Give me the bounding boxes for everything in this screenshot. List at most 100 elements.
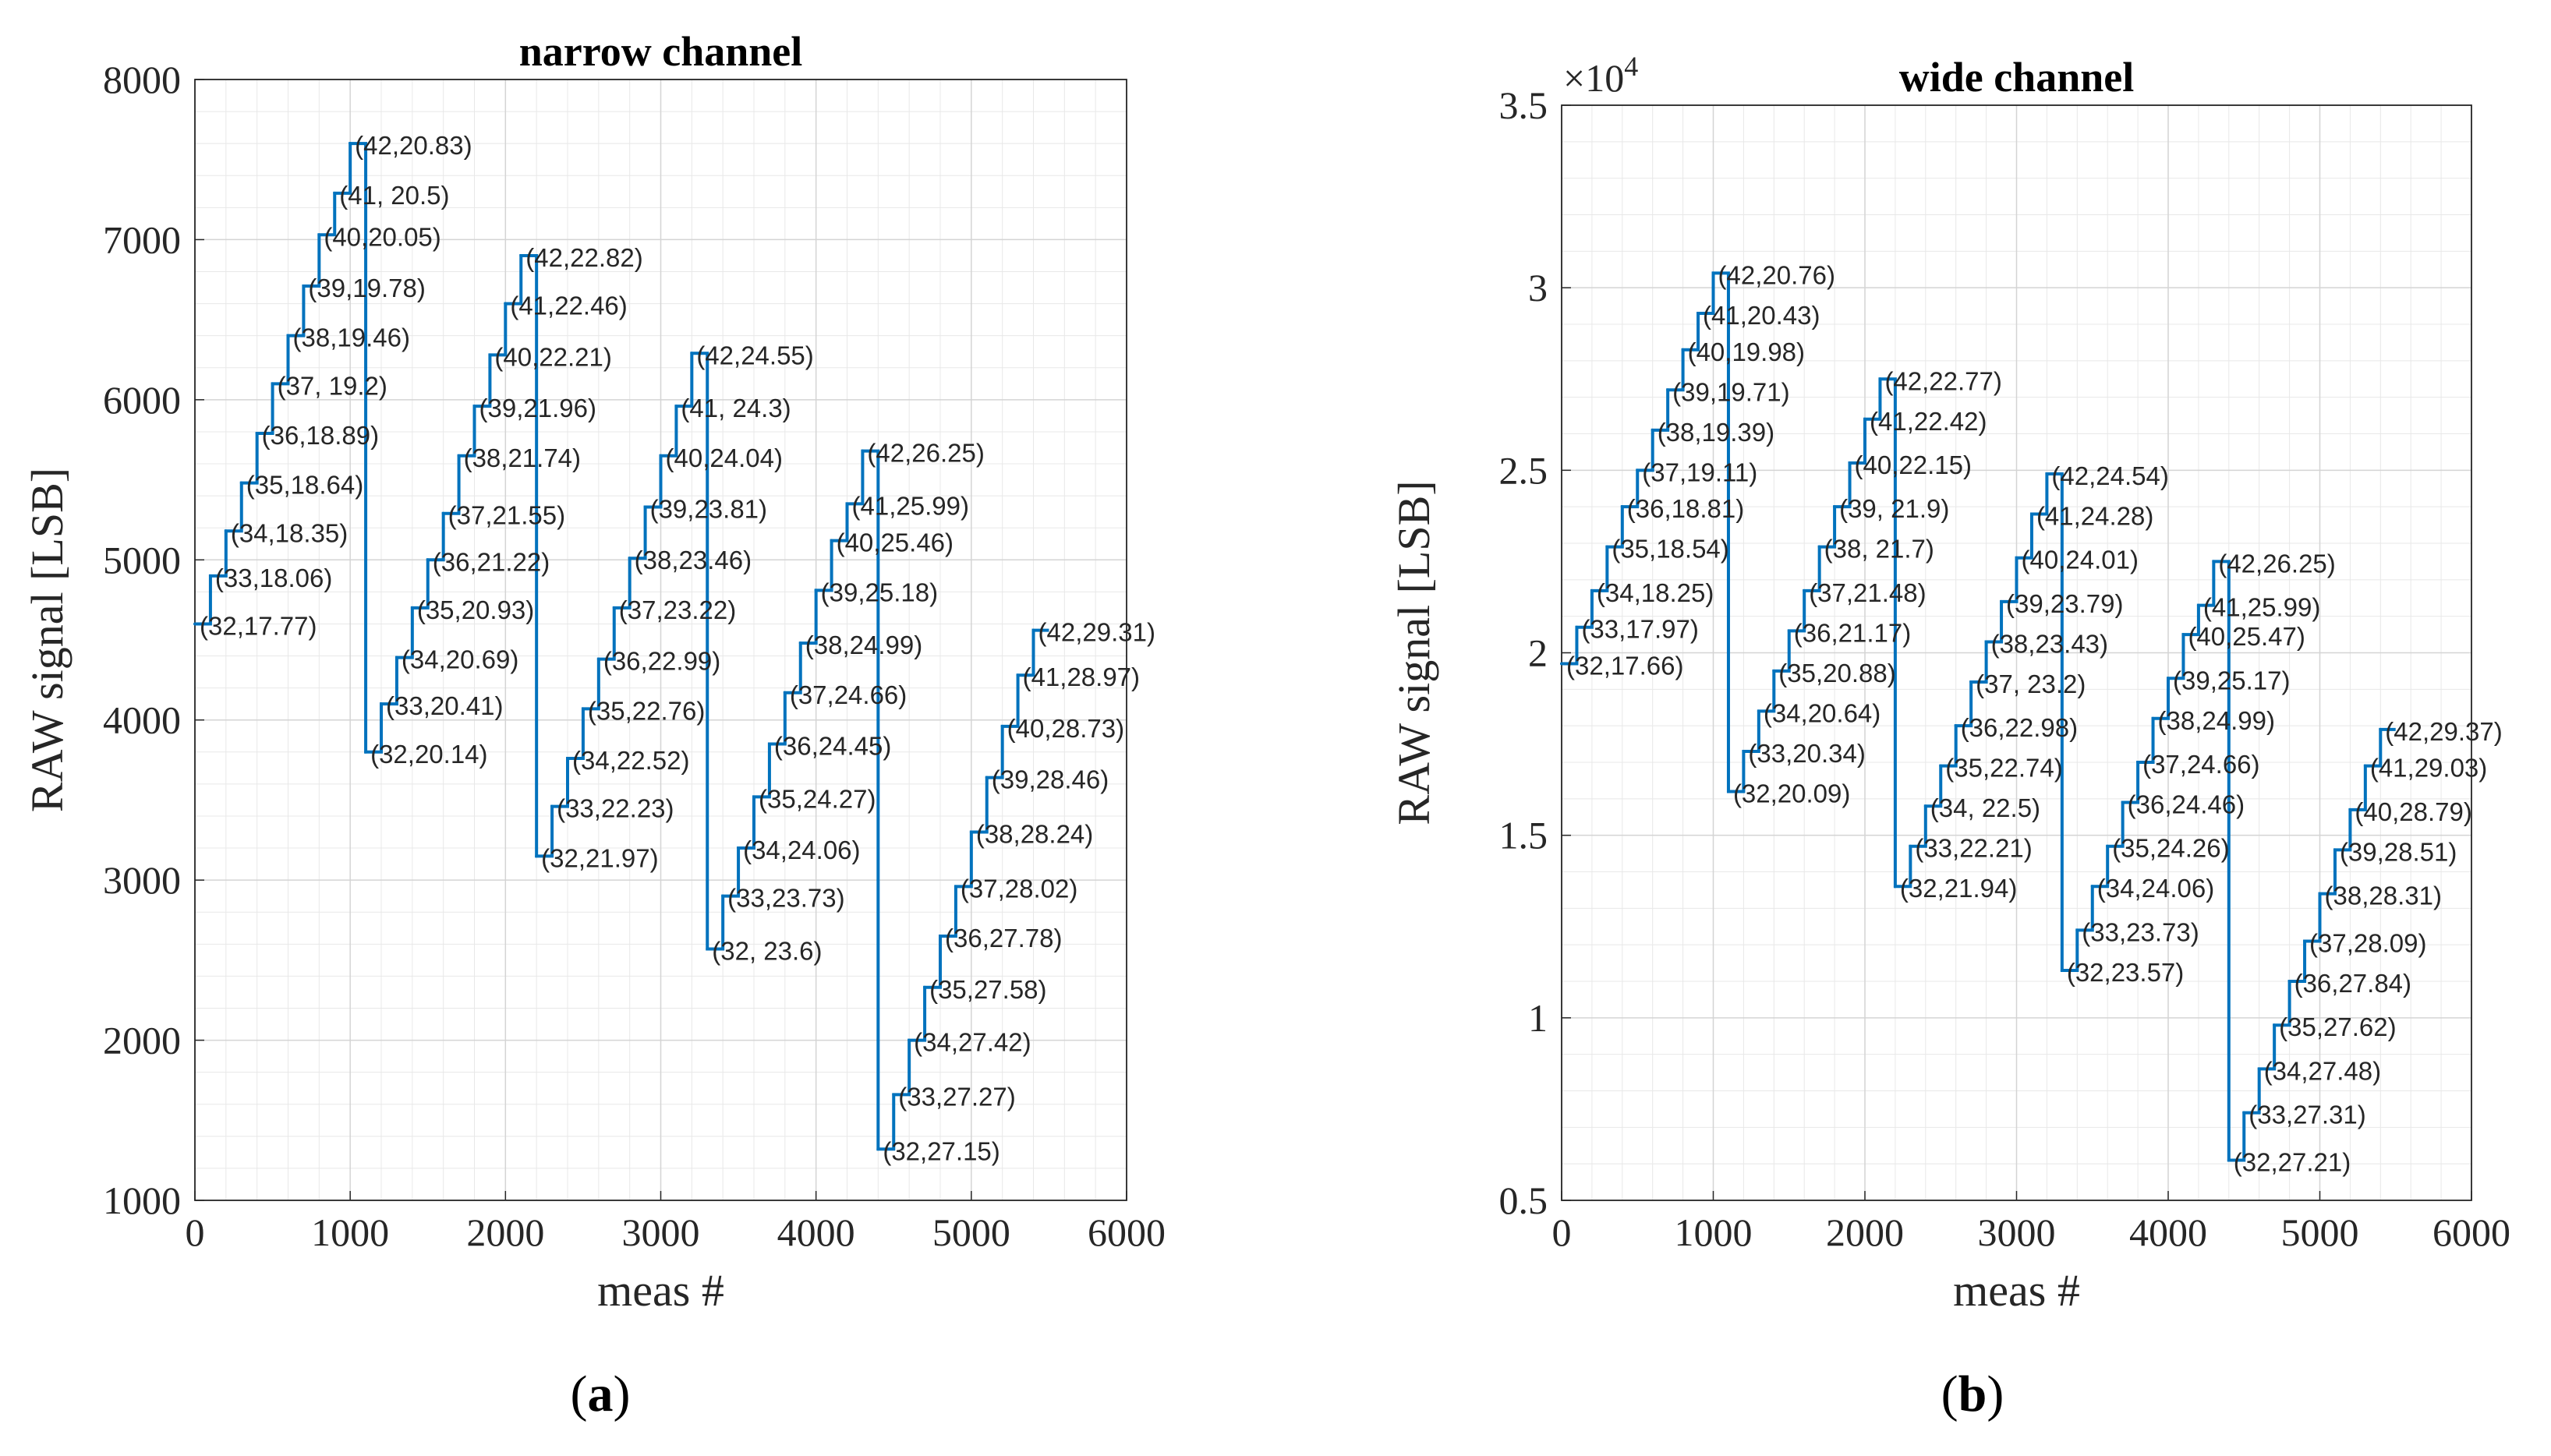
data-point <box>1954 724 1958 728</box>
data-point <box>628 557 632 560</box>
data-label: (40,22.15) <box>1855 451 1972 479</box>
data-point <box>1893 885 1897 889</box>
data-label: (41, 24.3) <box>681 394 791 422</box>
x-tick-label: 0 <box>186 1210 205 1254</box>
data-point <box>1833 505 1837 509</box>
data-point <box>317 233 321 237</box>
data-label: (39,23.81) <box>650 494 767 523</box>
x-tick-label: 2000 <box>466 1210 544 1254</box>
data-point <box>830 539 833 542</box>
x-tick-label: 6000 <box>2432 1210 2510 1254</box>
data-label: (36,24.45) <box>774 732 891 761</box>
data-point <box>2273 1023 2277 1027</box>
data-point <box>1711 271 1715 275</box>
data-label: (33,22.23) <box>557 794 674 823</box>
data-point <box>1590 588 1594 592</box>
data-label: (32,23.57) <box>2067 958 2184 987</box>
data-label: (34,18.35) <box>231 518 348 547</box>
data-point <box>643 505 647 509</box>
data-label: (35,27.58) <box>929 975 1046 1004</box>
data-label: (42,26.25) <box>2218 549 2335 578</box>
data-label: (34,18.25) <box>1597 578 1714 607</box>
data-point <box>1923 804 1927 808</box>
data-label: (40,19.98) <box>1688 337 1805 366</box>
data-label: (36,22.99) <box>603 647 720 676</box>
data-point <box>2363 764 2367 768</box>
data-label: (36,21.22) <box>433 547 550 576</box>
data-point <box>674 405 678 408</box>
data-label: (42,24.54) <box>2051 461 2168 490</box>
data-label: (34, 22.5) <box>1930 793 2040 822</box>
data-label: (35,24.26) <box>2112 834 2229 863</box>
x-tick-label: 0 <box>1552 1210 1572 1254</box>
data-label: (34,24.06) <box>743 836 860 864</box>
data-point <box>1772 669 1776 673</box>
data-point <box>2167 677 2170 680</box>
data-label: (35,20.93) <box>417 595 534 624</box>
data-point <box>1560 662 1563 666</box>
data-point <box>2060 968 2064 972</box>
caption-close-paren: ) <box>1987 1366 2004 1422</box>
data-point <box>2075 928 2079 932</box>
data-point <box>1666 388 1670 392</box>
panel-wide-channel: 0 1000 2000 3000 4000 5000 6000 0.5 1 1.5 2 2.5 3 3.5… <box>1389 51 2510 1422</box>
data-label: (37, 19.2) <box>278 371 387 400</box>
data-label: (35,18.54) <box>1612 535 1728 564</box>
data-label: (41,25.99) <box>852 491 969 520</box>
caption-letter: b <box>1958 1366 1987 1422</box>
data-label: (40,28.73) <box>1007 714 1124 743</box>
x-axis-label: meas # <box>597 1265 724 1316</box>
data-point <box>2333 848 2337 852</box>
data-label: (42,26.25) <box>867 439 984 468</box>
data-point <box>426 558 430 562</box>
x-axis-label: meas # <box>1953 1265 2080 1316</box>
data-label: (36,18.89) <box>262 421 379 450</box>
data-point <box>2196 603 2200 607</box>
y-tick-label: 3000 <box>103 858 181 902</box>
data-label: (37,28.09) <box>2309 928 2426 957</box>
data-label: (33,23.73) <box>727 884 844 913</box>
data-point <box>255 431 259 435</box>
data-point <box>706 947 709 951</box>
data-point <box>302 284 306 288</box>
data-label: (37,24.66) <box>790 680 907 709</box>
data-point <box>1620 505 1624 509</box>
data-label: (40,24.04) <box>666 444 783 472</box>
data-point <box>2212 560 2216 564</box>
data-point <box>239 481 243 485</box>
data-point <box>2242 1111 2246 1115</box>
data-point <box>1757 709 1760 713</box>
data-label: (40,24.01) <box>2022 546 2139 574</box>
data-point <box>364 750 368 754</box>
data-label: (37,19.11) <box>1642 458 1757 486</box>
data-point <box>1575 625 1579 629</box>
panel-narrow-channel: 0 1000 2000 3000 4000 5000 6000100020003000400… <box>22 28 1166 1422</box>
data-point <box>1000 724 1004 728</box>
data-label: (36,18.81) <box>1627 494 1744 523</box>
data-point <box>2045 472 2049 476</box>
data-point <box>349 142 352 146</box>
data-point <box>752 795 755 799</box>
data-point <box>2379 727 2383 731</box>
data-label: (33,18.06) <box>215 564 332 592</box>
data-label: (36,27.84) <box>2294 969 2411 998</box>
data-point <box>1909 844 1912 848</box>
data-point <box>737 846 741 850</box>
data-point <box>2151 716 2155 720</box>
data-label: (39,19.71) <box>1672 377 1789 406</box>
data-point <box>286 334 290 337</box>
data-point <box>798 641 802 645</box>
y-tick-label: 0.5 <box>1499 1179 1548 1222</box>
data-label: (33,27.27) <box>898 1082 1015 1111</box>
data-point <box>2303 939 2307 943</box>
data-point <box>1984 640 1988 644</box>
data-label: (35,22.74) <box>1945 754 2062 783</box>
data-label: (38,28.24) <box>976 820 1093 849</box>
data-label: (35,22.76) <box>588 696 705 725</box>
data-point <box>1681 348 1685 352</box>
data-label: (41,22.46) <box>510 292 627 320</box>
data-point <box>488 353 492 357</box>
data-point <box>1878 377 1882 381</box>
data-point <box>892 1093 896 1097</box>
data-point <box>1742 749 1746 753</box>
